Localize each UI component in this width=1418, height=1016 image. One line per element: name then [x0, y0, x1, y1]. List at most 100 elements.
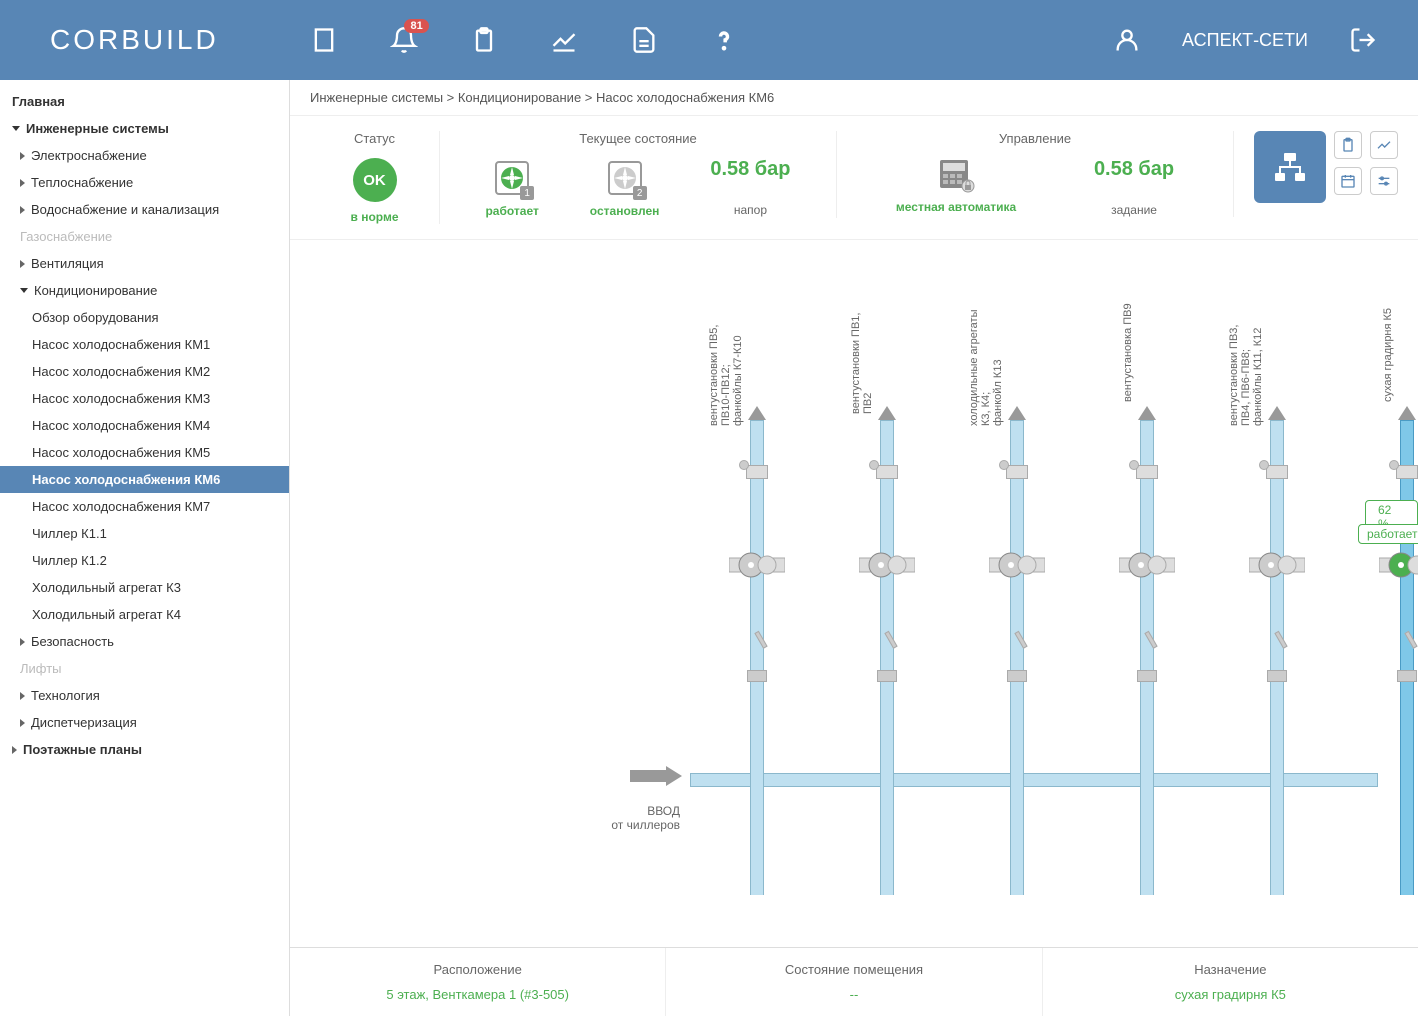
nav-label: Технология [31, 688, 100, 703]
nav-item[interactable]: Насос холодоснабжения КМ1 [0, 331, 289, 358]
chart-icon[interactable] [549, 25, 579, 55]
pressure-label: напор [710, 203, 790, 217]
breadcrumb: Инженерные системы > Кондиционирование >… [290, 80, 1418, 116]
nav-item[interactable]: Главная [0, 88, 289, 115]
nav-item[interactable]: Обзор оборудования [0, 304, 289, 331]
strainer-icon [748, 620, 766, 644]
caret-icon [12, 746, 17, 754]
schema-button[interactable] [1254, 131, 1326, 203]
header: CORBUILD 81 АСПЕКТ-СЕТИ [0, 0, 1418, 80]
nav-label: Чиллер К1.2 [32, 553, 107, 568]
nav-item[interactable]: Насос холодоснабжения КМ7 [0, 493, 289, 520]
branch-pipe [1400, 420, 1414, 895]
status-group-control: Управление местная автоматика 0.58 бар з… [837, 131, 1234, 217]
diagram: ВВОД от чиллеров вентустановки ПВ5, ПВ10… [290, 240, 1418, 947]
nav-item[interactable]: Поэтажные планы [0, 736, 289, 763]
footer-label: Расположение [290, 962, 665, 977]
nav-item[interactable]: Насос холодоснабжения КМ3 [0, 385, 289, 412]
footer-label: Состояние помещения [666, 962, 1041, 977]
state-text: работает [1367, 527, 1417, 541]
nav-item[interactable]: Насос холодоснабжения КМ5 [0, 439, 289, 466]
footer-room: Состояние помещения -- [666, 948, 1042, 1016]
nav-label: Главная [12, 94, 65, 109]
footer: Расположение 5 этаж, Венткамера 1 (#3-50… [290, 947, 1418, 1016]
nav-item[interactable]: Чиллер К1.1 [0, 520, 289, 547]
nav-item[interactable]: Насос холодоснабжения КМ4 [0, 412, 289, 439]
valve-icon [1136, 465, 1158, 479]
pump-icon [1249, 550, 1305, 580]
branch-pipe [1140, 420, 1154, 895]
footer-value[interactable]: 5 этаж, Венткамера 1 (#3-505) [290, 987, 665, 1002]
inlet-arrow [630, 766, 684, 789]
arrow-up-icon [1268, 406, 1286, 420]
caret-icon [20, 692, 25, 700]
joint-icon [877, 670, 897, 682]
joint-icon [1397, 670, 1417, 682]
caret-icon [20, 260, 25, 268]
pump-icon [1379, 550, 1418, 580]
footer-label: Назначение [1043, 962, 1418, 977]
caret-icon [20, 719, 25, 727]
logout-icon[interactable] [1348, 25, 1378, 55]
building-icon[interactable] [309, 25, 339, 55]
valve-icon [1266, 465, 1288, 479]
arrow-up-icon [1138, 406, 1156, 420]
nav-item[interactable]: Насос холодоснабжения КМ6 [0, 466, 289, 493]
arrow-up-icon [878, 406, 896, 420]
setpoint-value: 0.58 бар [1094, 158, 1174, 181]
status-pressure: 0.58 бар напор [710, 158, 790, 218]
nav-label: Насос холодоснабжения КМ3 [32, 391, 210, 406]
valve-icon [746, 465, 768, 479]
nav-item[interactable]: Теплоснабжение [0, 169, 289, 196]
nav-label: Насос холодоснабжения КМ4 [32, 418, 210, 433]
nav-item[interactable]: Технология [0, 682, 289, 709]
nav-item[interactable]: Холодильный агрегат К3 [0, 574, 289, 601]
nav-label: Насос холодоснабжения КМ1 [32, 337, 210, 352]
header-right: АСПЕКТ-СЕТИ [1112, 25, 1418, 55]
caret-icon [20, 152, 25, 160]
joint-icon [1007, 670, 1027, 682]
document-icon[interactable] [629, 25, 659, 55]
footer-value[interactable]: сухая градирня К5 [1043, 987, 1418, 1002]
strainer-icon [1398, 620, 1416, 644]
branch-pipe [1270, 420, 1284, 895]
nav-item[interactable]: Электроснабжение [0, 142, 289, 169]
joint-icon [1137, 670, 1157, 682]
nav-item[interactable]: Инженерные системы [0, 115, 289, 142]
nav-item[interactable]: Диспетчеризация [0, 709, 289, 736]
nav-item[interactable]: Насос холодоснабжения КМ2 [0, 358, 289, 385]
setpoint-label: задание [1094, 203, 1174, 217]
arrow-up-icon [1008, 406, 1026, 420]
notification-badge: 81 [404, 19, 428, 33]
nav-item[interactable]: Кондиционирование [0, 277, 289, 304]
status-running-label: работает [485, 204, 538, 218]
status-running: 1 работает [485, 158, 538, 218]
calendar-button[interactable] [1334, 167, 1362, 195]
nav-label: Насос холодоснабжения КМ5 [32, 445, 210, 460]
org-name[interactable]: АСПЕКТ-СЕТИ [1182, 30, 1308, 51]
nav-item: Газоснабжение [0, 223, 289, 250]
settings-button[interactable] [1370, 167, 1398, 195]
help-icon[interactable] [709, 25, 739, 55]
icon-num: 1 [520, 186, 534, 200]
caret-icon [12, 126, 20, 131]
branch-pipe [1010, 420, 1024, 895]
logo[interactable]: CORBUILD [0, 24, 269, 56]
valve-icon [1396, 465, 1418, 479]
nav-item[interactable]: Холодильный агрегат К4 [0, 601, 289, 628]
clipboard-button[interactable] [1334, 131, 1362, 159]
nav-item[interactable]: Водоснабжение и канализация [0, 196, 289, 223]
clipboard-icon[interactable] [469, 25, 499, 55]
trend-button[interactable] [1370, 131, 1398, 159]
valve-icon [876, 465, 898, 479]
branch-label: сухая градирня К5 [1382, 262, 1394, 402]
nav-item[interactable]: Безопасность [0, 628, 289, 655]
nav-item[interactable]: Вентиляция [0, 250, 289, 277]
status-group-current: Текущее состояние 1 работает 2 [440, 131, 837, 218]
nav-label: Чиллер К1.1 [32, 526, 107, 541]
bell-icon[interactable]: 81 [389, 25, 419, 55]
user-icon[interactable] [1112, 25, 1142, 55]
nav-item[interactable]: Чиллер К1.2 [0, 547, 289, 574]
status-header: Статус [330, 131, 419, 146]
caret-icon [20, 638, 25, 646]
